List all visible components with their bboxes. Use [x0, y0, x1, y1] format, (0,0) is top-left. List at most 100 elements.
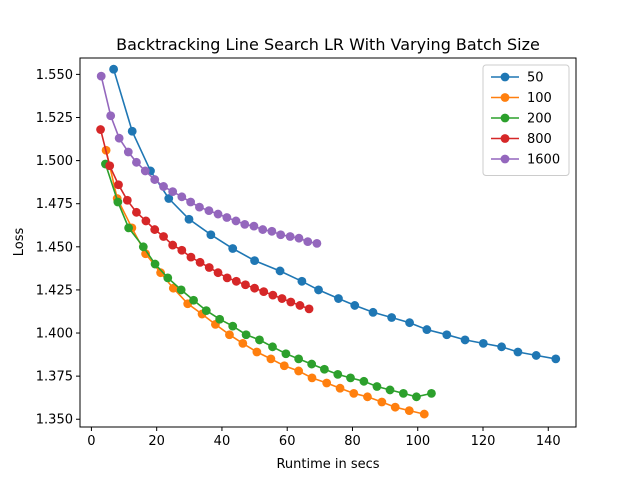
- data-point: [168, 240, 178, 250]
- data-point: [275, 266, 285, 276]
- data-point: [349, 388, 359, 398]
- data-point: [279, 361, 289, 371]
- series-line: [105, 150, 425, 415]
- data-point: [109, 64, 119, 74]
- data-point: [164, 194, 174, 203]
- data-point: [132, 207, 141, 217]
- data-point: [213, 268, 223, 278]
- data-point: [368, 307, 378, 317]
- legend-item: 50: [491, 71, 544, 86]
- x-axis-label: Runtime in secs: [276, 457, 379, 472]
- y-tick-label: 1.425: [36, 283, 73, 298]
- data-point: [150, 175, 160, 184]
- data-point: [419, 409, 429, 419]
- data-point: [390, 402, 400, 412]
- y-tick-label: 1.550: [36, 68, 73, 83]
- legend-box: [482, 64, 570, 176]
- legend-marker: [500, 113, 510, 123]
- data-point: [297, 276, 307, 286]
- data-point: [303, 237, 313, 247]
- y-tick-label: 1.375: [36, 370, 73, 385]
- y-tick-label: 1.475: [36, 197, 73, 212]
- data-point: [127, 126, 137, 136]
- data-point: [228, 321, 238, 331]
- data-point: [497, 342, 506, 352]
- y-tick-label: 1.450: [36, 240, 73, 255]
- y-tick-label: 1.525: [36, 111, 73, 126]
- data-point: [334, 294, 343, 303]
- data-point: [204, 263, 214, 272]
- data-point: [405, 318, 414, 328]
- data-point: [184, 214, 194, 224]
- data-point: [398, 388, 408, 398]
- legend-item: 100: [491, 91, 552, 106]
- data-point: [322, 378, 332, 388]
- data-point: [206, 230, 216, 240]
- data-point: [267, 226, 277, 236]
- data-point: [359, 376, 369, 386]
- data-point: [96, 71, 106, 81]
- data-point: [295, 301, 305, 310]
- x-tick-label: 40: [214, 434, 231, 449]
- data-point: [307, 359, 317, 369]
- data-point: [294, 366, 304, 376]
- data-point: [276, 230, 286, 240]
- data-point: [132, 157, 141, 167]
- series-1600: [96, 71, 322, 248]
- data-point: [286, 297, 296, 307]
- y-axis-label: Loss: [12, 228, 27, 257]
- data-point: [168, 187, 178, 197]
- data-point: [277, 294, 287, 303]
- data-point: [241, 330, 251, 340]
- data-point: [551, 354, 561, 364]
- y-tick-label: 1.350: [36, 413, 73, 428]
- data-point: [177, 192, 187, 202]
- data-point: [222, 273, 232, 283]
- data-point: [222, 213, 232, 222]
- data-point: [387, 313, 397, 322]
- data-point: [513, 347, 523, 357]
- data-point: [141, 216, 151, 226]
- data-point: [258, 225, 268, 234]
- data-point: [141, 249, 150, 259]
- data-point: [238, 338, 248, 348]
- data-point: [363, 392, 372, 402]
- data-point: [266, 354, 276, 364]
- x-tick-label: 120: [471, 434, 496, 449]
- legend: 50 100 200 800 1600: [482, 64, 570, 176]
- x-tick-label: 140: [536, 434, 561, 449]
- legend-label: 50: [527, 71, 544, 86]
- legend-label: 800: [527, 132, 552, 147]
- data-point: [307, 373, 317, 383]
- series-800: [96, 125, 314, 314]
- plot-frame: [79, 57, 577, 428]
- data-point: [294, 233, 304, 243]
- x-tick-label: 0: [87, 434, 95, 449]
- data-point: [215, 314, 225, 324]
- data-point: [372, 382, 382, 391]
- series-50: [109, 64, 561, 364]
- data-point: [204, 206, 214, 216]
- data-point: [168, 283, 178, 293]
- legend-marker: [500, 134, 510, 143]
- data-point: [186, 252, 196, 262]
- data-point: [231, 276, 241, 286]
- y-tick-label: 1.400: [36, 327, 73, 342]
- data-point: [195, 257, 205, 267]
- data-point: [268, 342, 277, 352]
- data-point: [177, 245, 187, 255]
- x-tick-label: 80: [344, 434, 361, 449]
- legend-label: 1600: [527, 153, 560, 168]
- data-point: [312, 238, 322, 248]
- data-point: [350, 301, 360, 310]
- data-point: [460, 335, 470, 345]
- legend-label: 100: [527, 91, 552, 106]
- data-point: [268, 290, 278, 300]
- data-point: [346, 373, 355, 383]
- data-point: [189, 295, 198, 305]
- data-point: [255, 335, 264, 345]
- data-point: [195, 202, 204, 212]
- data-point: [138, 242, 148, 252]
